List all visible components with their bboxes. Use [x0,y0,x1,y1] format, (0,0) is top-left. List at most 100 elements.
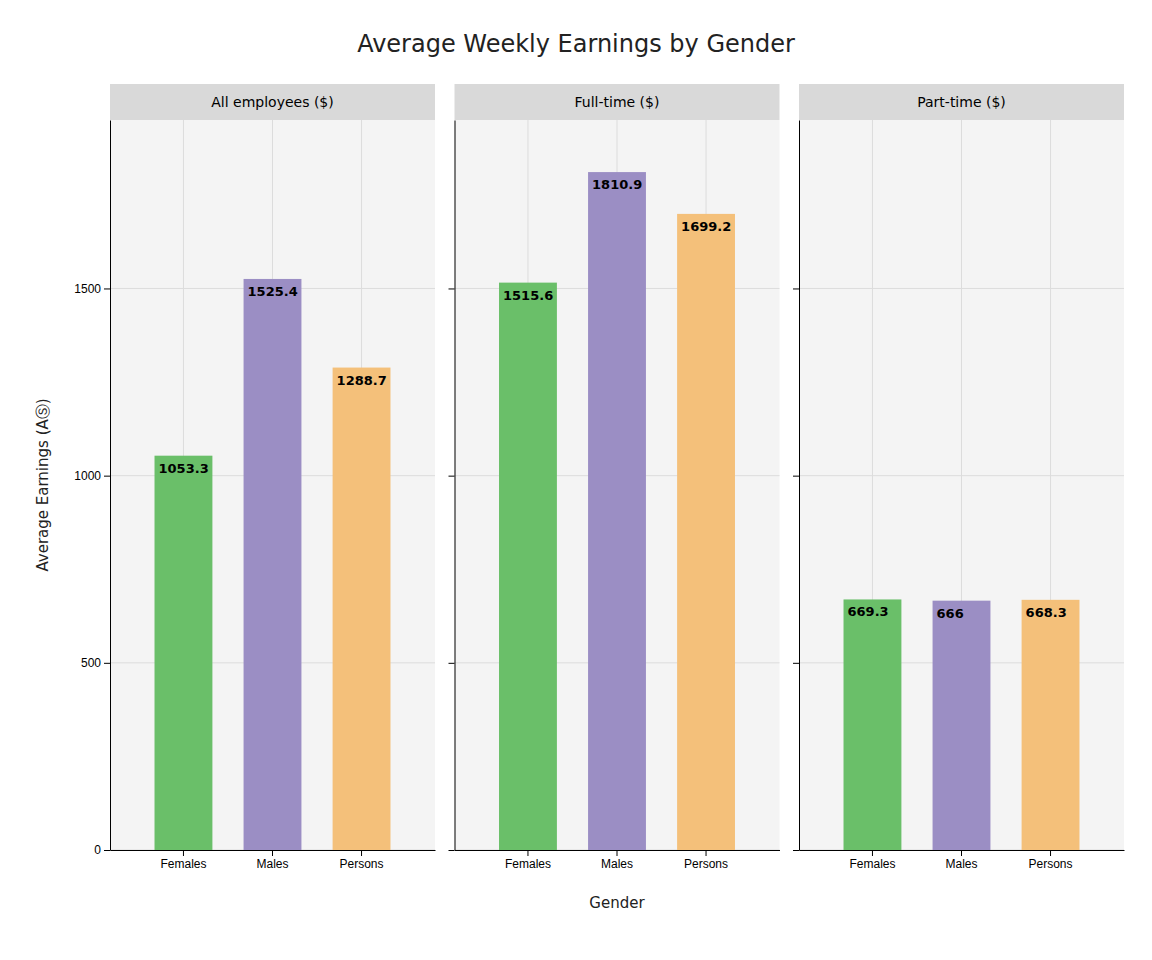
tick: 1000 [74,469,110,483]
tick [449,288,455,289]
data-labels: 1053.3 1525.4 1288.7 [159,284,387,476]
tick-mark [872,850,873,856]
tick [449,850,455,851]
strip-label: Full-time ($) [575,94,660,110]
data-label: 1053.3 [159,461,209,476]
grid [799,120,1124,850]
data-label: 1515.6 [503,288,553,303]
strip [455,84,780,120]
bar [844,599,902,850]
x-axis-label: Gender [589,894,645,912]
x-axis: Females Males Persons [111,850,436,871]
tick: Persons [1029,850,1073,871]
tick-mark [793,850,799,851]
tick-label: 1500 [74,282,101,296]
tick-mark [961,850,962,856]
axis-line [799,121,800,851]
tick-mark [617,850,618,856]
axis-line [110,121,111,851]
y-axis [793,121,800,851]
y-axis-label: Average Earnings (AⓈ) [34,398,52,571]
tick: Males [601,850,633,871]
data-labels: 669.3 666 668.3 [848,604,1067,620]
plot-background [110,120,435,850]
tick: 1500 [74,282,110,296]
tick-mark [793,288,799,289]
tick-mark [527,850,528,856]
panel: 1515.6 1810.9 1699.2 Females Males Persons Ful… [449,84,781,912]
bar [333,368,391,850]
tick [449,663,455,664]
tick-label: Persons [684,857,728,871]
grid [110,120,435,850]
tick: Females [849,850,895,871]
plot-background [455,120,780,850]
strip [110,84,435,120]
tick: Persons [684,850,728,871]
tick-mark [104,288,110,289]
tick-mark [104,850,110,851]
tick: 500 [81,656,110,670]
data-label: 669.3 [848,604,889,619]
x-axis: Females Males Persons [455,850,780,871]
bar [677,214,735,850]
tick [793,663,799,664]
tick-mark [706,850,707,856]
panel: 1053.3 1525.4 1288.7 0 500 1000 1500 Females Mal… [34,84,436,871]
tick-mark [449,476,455,477]
tick-mark [104,663,110,664]
y-axis: 0 500 1000 1500 [74,121,110,858]
data-label: 1810.9 [592,177,642,192]
data-label: 668.3 [1026,605,1067,620]
tick-mark [449,288,455,289]
tick-mark [793,476,799,477]
tick-label: Females [160,857,206,871]
x-axis: Females Males Persons [800,850,1125,871]
tick-label: Persons [340,857,384,871]
tick [793,850,799,851]
tick: Males [256,850,288,871]
grid [455,120,780,850]
data-label: 1699.2 [681,219,731,234]
chart: Average Weekly Earnings by Gender1053.31… [0,0,1152,960]
panel: 669.3666668.3FemalesMalesPersonsPart-tim… [793,84,1125,871]
bars [844,599,1080,850]
tick: 0 [94,843,110,857]
tick-mark [272,850,273,856]
bar [244,279,302,850]
bars [155,279,391,850]
data-label: 666 [937,606,964,621]
tick-mark [361,850,362,856]
tick: Persons [340,850,384,871]
axis-line [455,121,456,851]
plot-background [799,120,1124,850]
y-axis [449,121,456,851]
data-label: 1525.4 [248,284,298,299]
tick-mark [183,850,184,856]
tick-mark [104,476,110,477]
strip [799,84,1124,120]
tick [793,476,799,477]
tick-label: Females [849,857,895,871]
tick-mark [449,850,455,851]
bar [499,283,557,850]
tick-label: 1000 [74,469,101,483]
tick-label: Females [505,857,551,871]
tick-label: 500 [81,656,101,670]
tick-label: Persons [1029,857,1073,871]
bar [933,601,991,850]
tick-mark [793,663,799,664]
tick [449,476,455,477]
tick-mark [449,663,455,664]
tick: Males [945,850,977,871]
strip-label: All employees ($) [211,94,334,110]
data-label: 1288.7 [337,373,387,388]
tick-label: Males [601,857,633,871]
data-labels: 1515.6 1810.9 1699.2 [503,177,731,303]
tick [793,288,799,289]
tick-label: Males [945,857,977,871]
tick: Females [160,850,206,871]
bar [155,456,213,850]
tick-mark [1050,850,1051,856]
tick: Females [505,850,551,871]
